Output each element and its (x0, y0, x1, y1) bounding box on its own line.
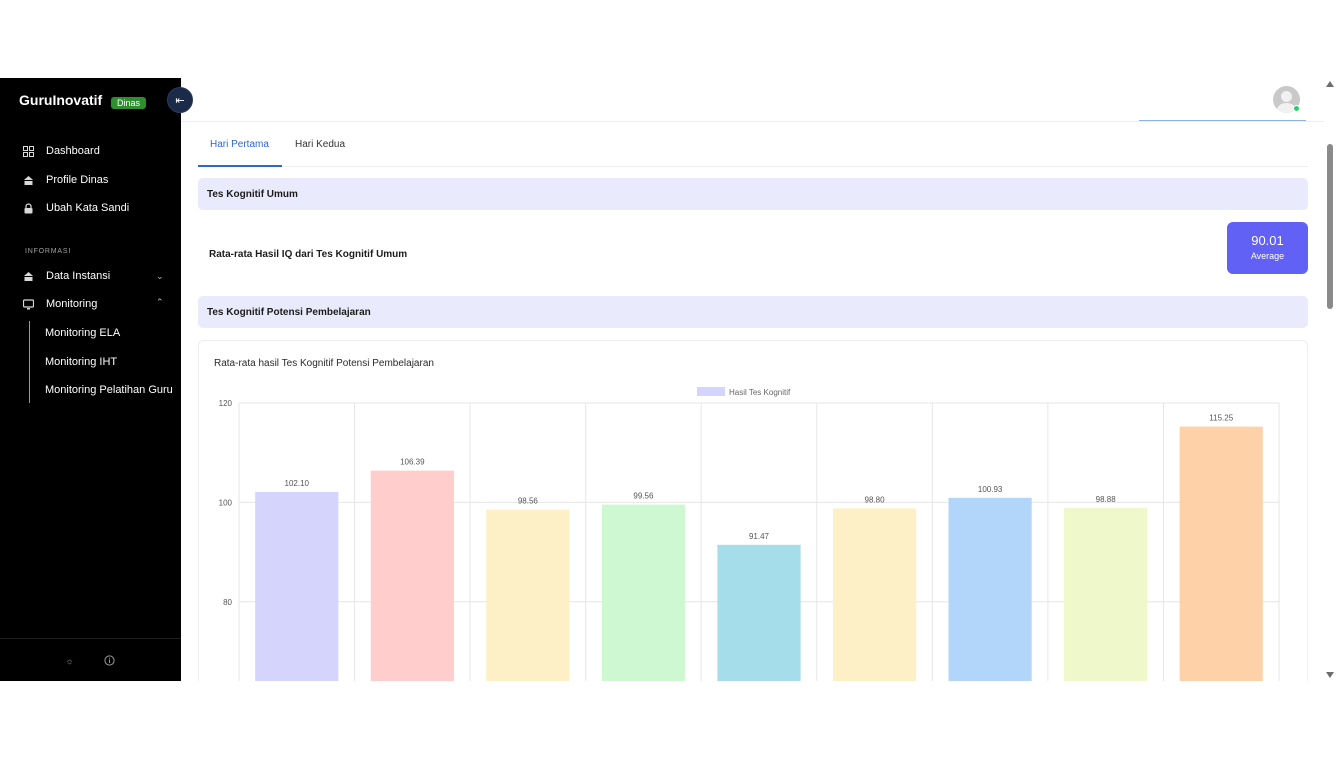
chevron-up-icon[interactable]: ⌃ (156, 297, 164, 307)
sidebar-item-monitoring[interactable]: Monitoring (22, 298, 97, 310)
topbar (181, 78, 1324, 122)
bar-value-label: 98.88 (1096, 495, 1117, 504)
topbar-accent-line (1139, 120, 1306, 121)
online-status-dot (1293, 105, 1300, 112)
chart-bar (255, 491, 339, 681)
chart-title: Rata-rata hasil Tes Kognitif Potensi Pem… (214, 358, 434, 369)
chart-bar (1064, 507, 1148, 681)
sidebar-item-ubah-kata-sandi[interactable]: Ubah Kata Sandi (22, 202, 129, 214)
sidebar-footer: ☼ (0, 638, 181, 681)
brand-name: GuruInovatif (19, 92, 103, 108)
brand-badge: Dinas (111, 97, 147, 109)
legend-label: Hasil Tes Kognitif (729, 388, 791, 397)
vertical-scrollbar[interactable] (1324, 78, 1336, 681)
legend-swatch (697, 387, 725, 396)
lock-icon (22, 202, 34, 214)
sun-icon[interactable]: ☼ (65, 655, 74, 666)
average-score-label: Average (1250, 251, 1285, 261)
chart-bar (948, 497, 1032, 681)
building-icon (22, 270, 34, 282)
chart-bar (601, 504, 686, 681)
app-window: GuruInovatif Dinas Dashboard Profile Din… (0, 78, 1336, 681)
subnav-divider (29, 321, 30, 403)
y-tick-label: 80 (223, 598, 232, 607)
chevron-down-icon[interactable]: ⌄ (156, 271, 164, 281)
sidebar: GuruInovatif Dinas Dashboard Profile Din… (0, 78, 181, 681)
sidebar-item-label: Data Instansi (46, 270, 111, 282)
sidebar-item-label: Monitoring (46, 298, 98, 310)
bar-value-label: 102.10 (285, 479, 310, 488)
main-content: Hari Pertama Hari Kedua Tes Kognitif Umu… (181, 78, 1324, 681)
sidebar-subitem-monitoring-ela[interactable]: Monitoring ELA (45, 327, 121, 339)
average-iq-label: Rata-rata Hasil IQ dari Tes Kognitif Umu… (209, 249, 408, 260)
bar-value-label: 106.39 (400, 458, 425, 467)
scroll-down-arrow-icon[interactable] (1326, 672, 1334, 678)
sidebar-item-dashboard[interactable]: Dashboard (22, 145, 100, 157)
scroll-thumb[interactable] (1327, 144, 1333, 309)
chart-bar (832, 508, 917, 681)
sidebar-item-label: Ubah Kata Sandi (46, 202, 130, 214)
bar-value-label: 115.25 (1209, 414, 1233, 423)
sidebar-item-data-instansi[interactable]: Data Instansi (22, 270, 110, 282)
bar-value-label: 98.80 (865, 495, 886, 504)
tab-hari-pertama[interactable]: Hari Pertama (198, 130, 282, 167)
sidebar-subitem-monitoring-iht[interactable]: Monitoring IHT (45, 356, 118, 368)
chart-bar (1179, 426, 1263, 681)
bar-value-label: 100.93 (978, 485, 1003, 494)
tab-hari-kedua[interactable]: Hari Kedua (295, 139, 346, 150)
average-score-card: 90.01 Average (1227, 222, 1308, 274)
tab-bar: Hari Pertama Hari Kedua (198, 130, 1308, 167)
bar-value-label: 98.56 (518, 497, 539, 506)
bar-chart: 6080100120Hasil Tes Kognitif102.10106.39… (219, 387, 1280, 681)
collapse-left-icon[interactable]: ⇤ (167, 87, 193, 113)
monitor-icon (22, 298, 34, 310)
y-tick-label: 100 (219, 498, 233, 507)
sidebar-section-label: INFORMASI (25, 248, 72, 255)
chart-card: Rata-rata hasil Tes Kognitif Potensi Pem… (198, 340, 1308, 681)
avatar-body (1277, 103, 1296, 113)
sidebar-subitem-monitoring-pelatihan-guru[interactable]: Monitoring Pelatihan Guru (45, 384, 173, 396)
section-header-tes-kognitif-umum: Tes Kognitif Umum (198, 178, 1308, 210)
y-tick-label: 120 (219, 399, 233, 408)
building-icon (22, 174, 34, 186)
info-icon[interactable] (104, 655, 115, 666)
grid-icon (22, 145, 34, 157)
bar-value-label: 99.56 (633, 492, 654, 501)
sidebar-item-profile-dinas[interactable]: Profile Dinas (22, 174, 108, 186)
bar-value-label: 91.47 (749, 532, 770, 541)
scroll-up-arrow-icon[interactable] (1326, 81, 1334, 87)
avatar-head (1281, 91, 1292, 102)
chart-bar (370, 470, 454, 681)
chart-bar (717, 544, 801, 681)
section-header-tes-kognitif-potensi: Tes Kognitif Potensi Pembelajaran (198, 296, 1308, 328)
sidebar-item-label: Profile Dinas (46, 174, 109, 186)
sidebar-item-label: Dashboard (46, 145, 100, 157)
chart-bar (486, 509, 570, 681)
average-score-value: 90.01 (1251, 233, 1284, 248)
